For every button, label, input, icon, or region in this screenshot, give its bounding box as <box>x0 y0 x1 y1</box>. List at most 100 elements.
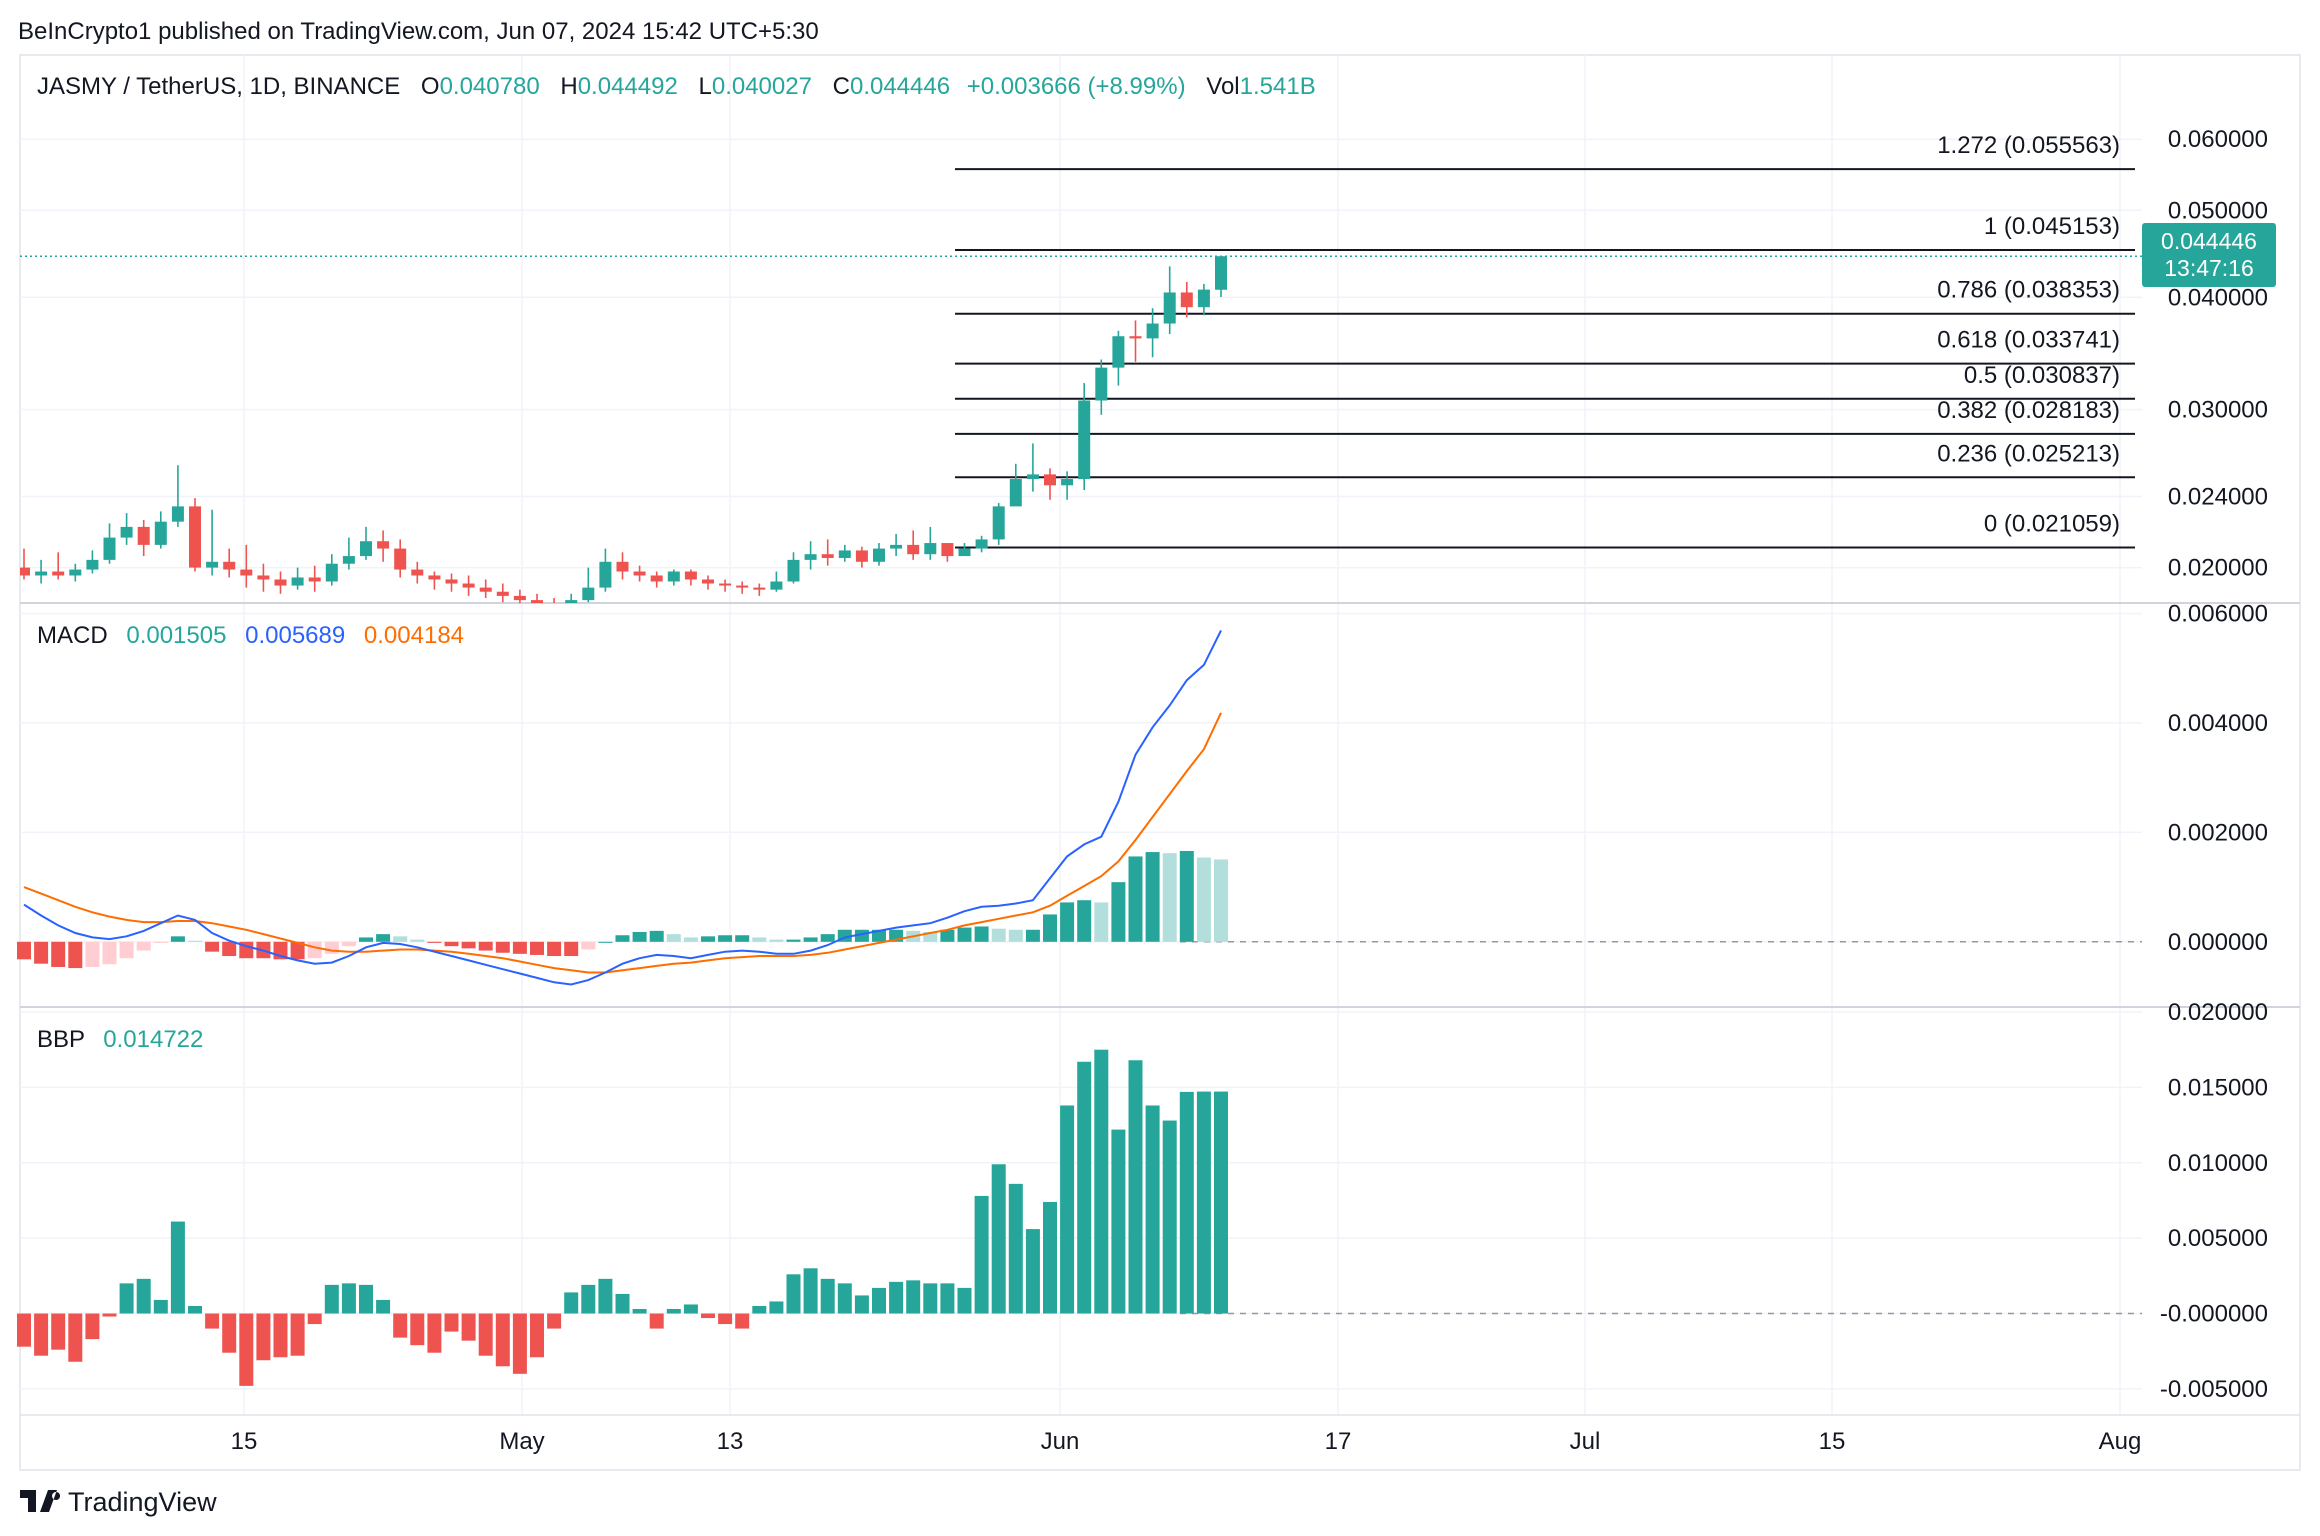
candle-body <box>496 591 509 596</box>
bbp-histogram <box>17 1049 1228 1386</box>
bbp-bar <box>1025 1229 1040 1314</box>
candle-body <box>753 587 766 590</box>
macd-histogram-bar <box>341 941 356 947</box>
price-tick-label: 0.020000 <box>2168 555 2268 582</box>
candle-body <box>342 556 355 564</box>
candle-body <box>257 575 270 580</box>
candle-body <box>616 561 629 572</box>
bbp-bar <box>820 1278 835 1314</box>
bbp-bar <box>786 1274 801 1314</box>
candle <box>189 498 201 572</box>
bbp-bar <box>205 1313 220 1329</box>
macd-histogram-bar <box>85 941 100 967</box>
candle-body <box>821 554 834 558</box>
candle <box>684 569 697 586</box>
high-label: H <box>560 73 577 100</box>
bbp-bar <box>530 1313 544 1358</box>
macd-histogram-bar <box>102 941 117 965</box>
bbp-bar <box>307 1313 322 1325</box>
macd-histogram-bar <box>444 941 459 947</box>
time-scale[interactable]: 15 May 13 Jun 17 Jul 15 Aug <box>231 1428 2142 1455</box>
candle <box>120 513 133 545</box>
macd-histogram-bar <box>1094 902 1109 942</box>
candle <box>736 581 749 594</box>
price-tick-label: 0.024000 <box>2168 484 2268 511</box>
candle-body <box>223 561 236 570</box>
candle-body <box>1009 479 1022 507</box>
macd-histogram-bar <box>632 931 647 942</box>
candle-body <box>907 544 920 555</box>
macd-histogram-bar <box>324 941 339 954</box>
macd-histogram-bar <box>991 928 1006 942</box>
bbp-bar <box>119 1283 134 1314</box>
bbp-bar <box>393 1313 408 1338</box>
candle <box>223 548 236 578</box>
candle-body <box>445 579 458 584</box>
candle-body <box>360 541 372 557</box>
macd-legend[interactable]: MACD 0.001505 0.005689 0.004184 <box>37 622 464 649</box>
bbp-bar <box>547 1313 562 1329</box>
candle-body <box>274 579 287 586</box>
candlestick-series <box>20 255 1227 603</box>
bbp-bar <box>359 1284 373 1314</box>
price-scale[interactable]: 0.060000 0.050000 0.040000 0.030000 0.024000… <box>2160 126 2268 1403</box>
price-pane[interactable]: 1.272 (0.055563) 1 (0.045153) 0.786 (0.038… <box>18 132 2142 617</box>
bbp-bar <box>1077 1061 1092 1314</box>
candle <box>411 561 424 584</box>
fib-level-label: 0.236 (0.025213) <box>1937 440 2120 467</box>
candle-body <box>975 539 988 549</box>
candle <box>171 465 184 527</box>
bbp-legend[interactable]: BBP 0.014722 <box>37 1026 203 1053</box>
candle <box>1197 283 1210 316</box>
bbp-bar <box>906 1280 921 1314</box>
candle-body <box>736 585 749 588</box>
candle <box>838 544 851 562</box>
candle-body <box>1146 323 1159 339</box>
candle-body <box>804 554 817 560</box>
macd-histogram-bar <box>581 941 596 950</box>
bbp-bar <box>649 1313 664 1329</box>
macd-tick-label: 0.000000 <box>2168 929 2268 956</box>
candle-body <box>154 521 167 545</box>
macd-histogram-bar <box>666 934 681 942</box>
candle-body <box>35 571 48 576</box>
macd-histogram-bar <box>119 941 134 959</box>
price-tick-label: 0.050000 <box>2168 197 2268 224</box>
bbp-bar <box>701 1313 715 1319</box>
macd-tick-label: 0.002000 <box>2168 819 2268 846</box>
macd-histogram-bar <box>461 941 476 949</box>
macd-pane[interactable] <box>17 630 2142 986</box>
fibonacci-retracement[interactable]: 1.272 (0.055563) 1 (0.045153) 0.786 (0.038… <box>955 132 2135 549</box>
candle-body <box>770 581 783 590</box>
candle-body <box>958 548 971 557</box>
time-tick-label: 15 <box>231 1428 258 1455</box>
bbp-bar <box>188 1305 202 1314</box>
candle <box>103 523 116 564</box>
macd-histogram-bar <box>872 929 886 942</box>
bbp-bar <box>170 1221 185 1314</box>
candle-body <box>992 506 1005 540</box>
bbp-tick-label: 0.015000 <box>2168 1074 2268 1101</box>
macd-histogram <box>17 850 1228 969</box>
macd-histogram-bar <box>1025 929 1040 942</box>
candle <box>1044 468 1056 500</box>
candle <box>342 537 355 570</box>
candle <box>360 526 372 560</box>
candle-body <box>428 575 441 580</box>
candle <box>274 571 287 594</box>
bbp-bar <box>136 1278 151 1314</box>
price-tick-label: 0.040000 <box>2168 284 2268 311</box>
tradingview-logo[interactable]: TradingView <box>20 1487 217 1517</box>
candle <box>496 583 509 603</box>
candle <box>1095 359 1108 415</box>
candle <box>291 567 304 590</box>
macd-histogram-bar <box>376 934 391 942</box>
candle-body <box>411 569 424 576</box>
candle <box>1129 320 1142 362</box>
bbp-bar <box>854 1295 869 1314</box>
main-legend[interactable]: JASMY / TetherUS, 1D, BINANCE O0.040780 … <box>37 73 1316 100</box>
bbp-bar <box>683 1304 698 1314</box>
bbp-pane[interactable] <box>17 1049 2142 1386</box>
candle-body <box>171 506 184 522</box>
candle <box>702 575 714 590</box>
